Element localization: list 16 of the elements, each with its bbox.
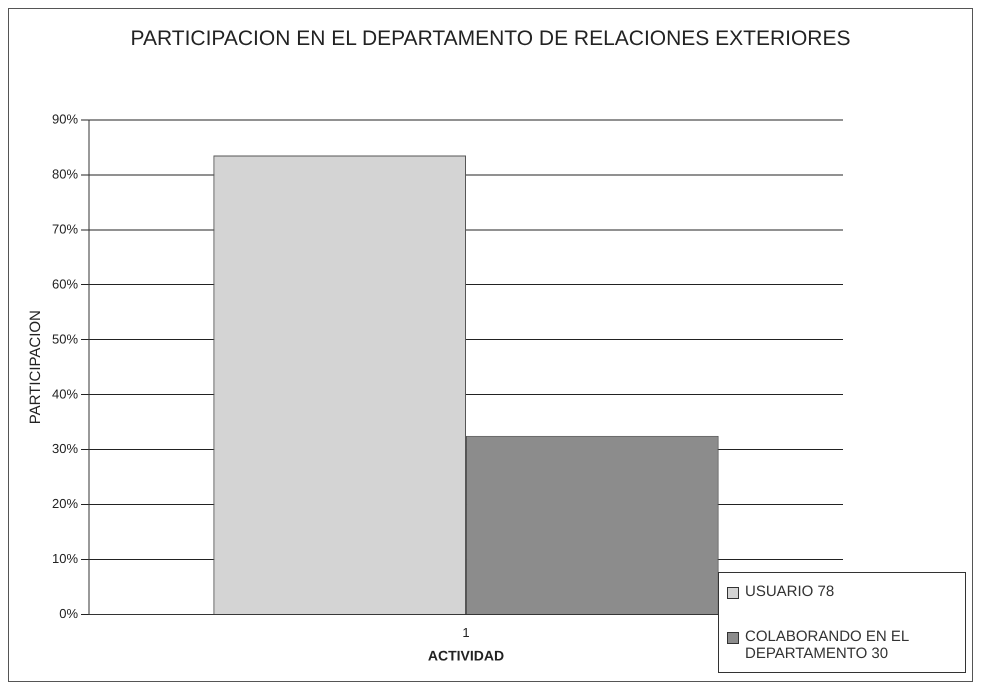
y-tick-label: 90% <box>52 111 78 126</box>
y-tick-label: 30% <box>52 441 78 456</box>
y-axis-title: PARTICIPACION <box>27 310 44 424</box>
y-tick-label: 50% <box>52 331 78 346</box>
y-tick-label: 80% <box>52 166 78 182</box>
legend-label: USUARIO 78 <box>745 583 834 600</box>
y-tick-label: 10% <box>52 551 78 566</box>
x-axis-title: ACTIVIDAD <box>428 647 504 664</box>
y-tick-label: 60% <box>52 276 78 292</box>
x-tick-label: 1 <box>462 624 470 640</box>
y-tick-label: 40% <box>52 386 78 402</box>
y-tick-label: 0% <box>59 606 78 622</box>
chart-title: PARTICIPACION EN EL DEPARTAMENTO DE RELACIONES EXTERIORES <box>130 27 852 51</box>
y-tick-label: 20% <box>52 496 78 512</box>
y-tick-label: 70% <box>52 221 78 236</box>
legend-label: COLABORANDO EN EL DEPARTAMENTO 30 <box>745 628 910 662</box>
